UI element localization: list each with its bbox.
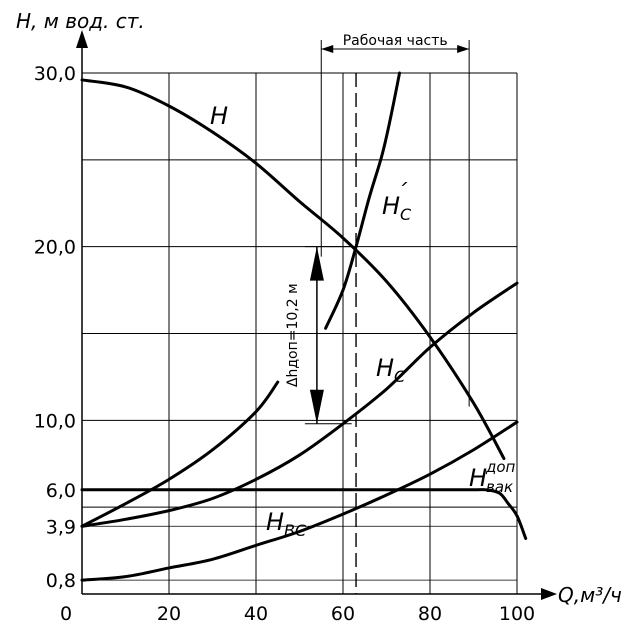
y-axis-arrow: [76, 30, 88, 48]
series-line-3: [80, 380, 280, 528]
axes: [76, 30, 557, 600]
series-line-1: [80, 281, 519, 528]
x-tick-1: 20: [157, 603, 181, 625]
delta-label: Δhдоп=10,2 м: [285, 283, 301, 387]
x-tick-5: 100: [499, 603, 535, 625]
label-H-prime-C-sub: C: [400, 205, 412, 224]
y-tick-1: 3,9: [46, 516, 76, 538]
series-line-0: [80, 78, 506, 461]
label-H-prime-mark: ´: [396, 181, 408, 206]
x-tick-0: 0: [60, 603, 72, 625]
label-H: H: [210, 102, 228, 130]
working-range-arrow-right: [457, 45, 470, 53]
working-range-arrow-left: [321, 45, 334, 53]
y-tick-4: 20,0: [34, 237, 76, 259]
y-tick-2: 6,0: [46, 480, 76, 502]
series-line-4: [80, 420, 519, 582]
delta-arrow-top: [309, 246, 324, 281]
working-range: Рабочая часть: [320, 33, 470, 407]
label-H-prime-C: HC: [382, 192, 412, 224]
label-H-BC: HBC: [266, 508, 307, 540]
label-H-prime-C-main: H: [382, 192, 400, 220]
y-tick-0: 0,8: [46, 570, 76, 592]
label-H-BC-main: H: [266, 508, 284, 536]
series-line-5: [80, 488, 528, 540]
x-axis-title: Q,м³/ч: [558, 583, 622, 607]
delta-arrow-bottom: [309, 389, 324, 424]
y-tick-3: 10,0: [34, 410, 76, 432]
label-H-BC-sub: BC: [284, 521, 307, 540]
y-axis-title: H, м вод. ст.: [16, 9, 145, 33]
y-tick-5: 30,0: [34, 63, 76, 85]
label-H-dop-main: H: [469, 464, 487, 492]
label-H-C-sub: C: [394, 367, 406, 386]
x-axis-arrow: [541, 588, 557, 600]
x-tick-4: 80: [418, 603, 442, 625]
label-H-C-main: H: [376, 354, 394, 382]
working-range-label: Рабочая часть: [343, 33, 448, 49]
curve-labels: H HC ´ HC HBC H доп вак: [210, 102, 516, 540]
x-tick-3: 60: [331, 603, 355, 625]
curves: [80, 71, 528, 582]
x-tick-2: 40: [244, 603, 268, 625]
label-H-dop-sub: вак: [486, 478, 513, 496]
label-H-C: HC: [376, 354, 406, 386]
x-tick-labels: 0 20 40 60 80 100: [60, 603, 535, 625]
y-tick-labels: 0,8 3,9 6,0 10,0 20,0 30,0: [34, 63, 76, 592]
delta-annotation: Δhдоп=10,2 м: [285, 246, 352, 425]
label-H-dop-sup: доп: [485, 458, 516, 476]
series-line-2: [324, 71, 402, 330]
